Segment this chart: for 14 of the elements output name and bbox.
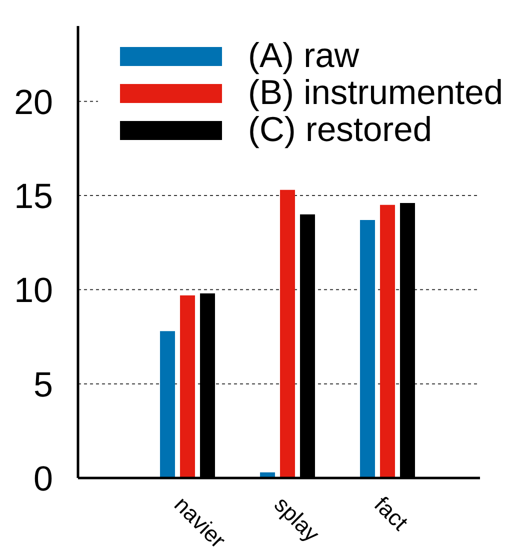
x-tick-label: fact: [369, 492, 414, 536]
bar: [180, 295, 195, 478]
bar: [380, 204, 395, 478]
bar: [160, 331, 175, 478]
bar: [280, 190, 295, 478]
y-tick-label: 20: [14, 82, 53, 122]
y-tick-label: 5: [34, 365, 53, 404]
bar: [360, 220, 375, 478]
legend-label: (A) raw: [248, 37, 360, 75]
legend-label: (B) instrumented: [248, 74, 504, 112]
y-tick-label: 0: [34, 459, 53, 498]
y-tick-label: 15: [14, 176, 53, 216]
y-tick-label: 10: [14, 271, 53, 310]
legend-label: (C) restored: [248, 111, 432, 149]
